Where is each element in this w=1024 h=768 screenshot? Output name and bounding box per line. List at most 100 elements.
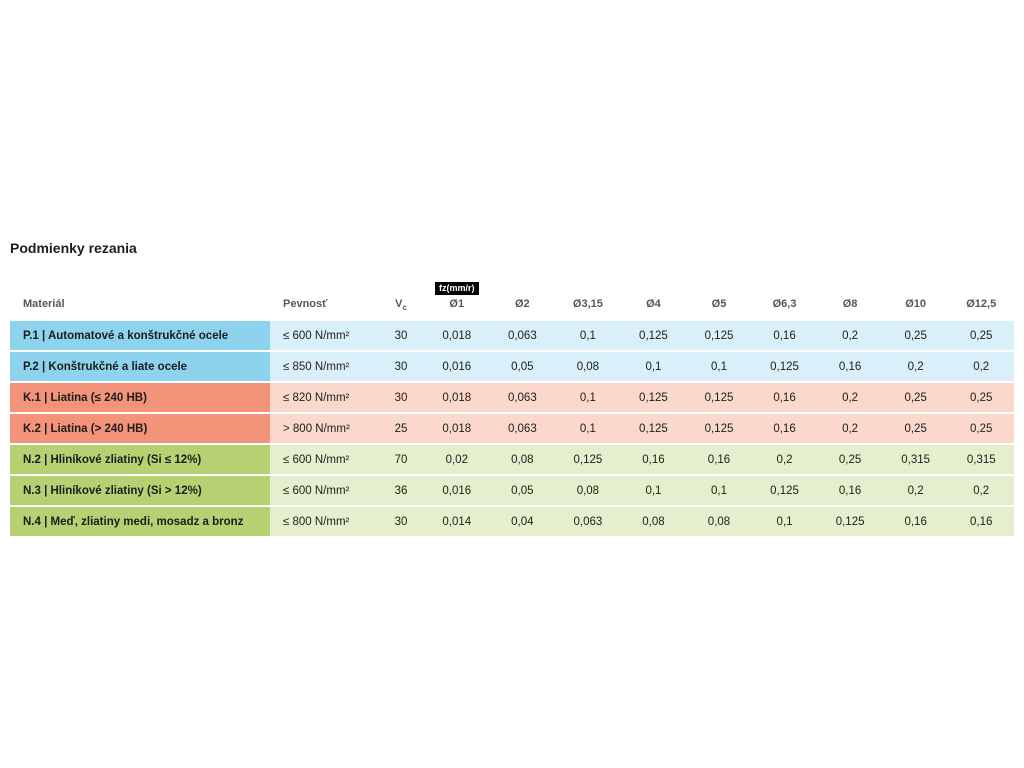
- header-diameter-0: fz(mm/r) Ø1: [424, 282, 490, 310]
- header-vc-subscript: c: [402, 303, 407, 313]
- feed-cell: 0,315: [948, 445, 1014, 475]
- header-cutting-speed: Vc: [378, 298, 424, 313]
- vc-cell: 30: [378, 507, 424, 537]
- feed-cell: 0,25: [948, 414, 1014, 444]
- feed-cell: 0,1: [686, 352, 752, 382]
- feed-cell: 0,125: [620, 414, 687, 444]
- material-cell: K.2 | Liatina (> 240 HB): [10, 414, 270, 444]
- feed-cell: 0,16: [751, 414, 818, 444]
- feed-cell: 0,2: [948, 476, 1014, 506]
- vc-cell: 30: [378, 321, 424, 351]
- feed-cell: 0,02: [424, 445, 490, 475]
- vc-cell: 36: [378, 476, 424, 506]
- table-row: P.2 | Konštrukčné a liate ocele ≤ 850 N/m…: [10, 352, 1014, 382]
- feed-cell: 0,063: [489, 414, 556, 444]
- feed-cell: 0,08: [555, 352, 621, 382]
- table-row: N.3 | Hliníkové zliatiny (Si > 12%) ≤ 600…: [10, 476, 1014, 506]
- feed-cell: 0,2: [948, 352, 1014, 382]
- table-row: K.2 | Liatina (> 240 HB) > 800 N/mm² 25 0,0…: [10, 414, 1014, 444]
- header-diameter-5: Ø6,3: [772, 298, 797, 311]
- table-header-row: Materiál Pevnosť Vc fz(mm/r) Ø1 Ø2 Ø3,15 Ø4 Ø5 Ø6…: [10, 282, 1014, 321]
- header-diameter-2: Ø3,15: [572, 298, 603, 311]
- feed-cell: 0,05: [489, 476, 556, 506]
- material-cell: N.2 | Hliníkové zliatiny (Si ≤ 12%): [10, 445, 270, 475]
- table-row: N.2 | Hliníkové zliatiny (Si ≤ 12%) ≤ 600…: [10, 445, 1014, 475]
- material-cell: P.2 | Konštrukčné a liate ocele: [10, 352, 270, 382]
- header-diameter-8: Ø12,5: [966, 298, 997, 311]
- feed-cell: 0,016: [424, 352, 490, 382]
- strength-cell: ≤ 800 N/mm²: [270, 507, 378, 537]
- feed-cell: 0,063: [489, 321, 556, 351]
- feed-cell: 0,16: [948, 507, 1014, 537]
- feed-cell: 0,1: [686, 476, 752, 506]
- feed-cell: 0,25: [817, 445, 883, 475]
- header-diameter-7: Ø10: [905, 298, 927, 311]
- header-diameter-6: Ø8: [842, 298, 858, 311]
- feed-cell: 0,014: [424, 507, 490, 537]
- material-cell: K.1 | Liatina (≤ 240 HB): [10, 383, 270, 413]
- feed-cell: 0,16: [817, 476, 883, 506]
- feed-cell: 0,1: [620, 352, 687, 382]
- vc-cell: 30: [378, 352, 424, 382]
- header-strength: Pevnosť: [283, 298, 328, 311]
- header-diameter-1: Ø2: [514, 298, 530, 311]
- vc-cell: 70: [378, 445, 424, 475]
- feed-cell: 0,25: [882, 383, 949, 413]
- cutting-conditions-table: Materiál Pevnosť Vc fz(mm/r) Ø1 Ø2 Ø3,15 Ø4 Ø5 Ø6…: [10, 282, 1014, 537]
- feed-cell: 0,125: [620, 321, 687, 351]
- feed-cell: 0,1: [555, 414, 621, 444]
- header-diameter-label: Ø1: [449, 298, 465, 311]
- feed-cell: 0,1: [555, 383, 621, 413]
- feed-cell: 0,1: [555, 321, 621, 351]
- feed-cell: 0,16: [751, 321, 818, 351]
- feed-cell: 0,1: [751, 507, 818, 537]
- feed-cell: 0,2: [817, 321, 883, 351]
- header-vc-main: V: [395, 298, 403, 311]
- header-diameter-3: Ø4: [646, 298, 661, 311]
- feed-cell: 0,25: [882, 414, 949, 444]
- feed-cell: 0,125: [555, 445, 621, 475]
- feed-cell: 0,315: [882, 445, 949, 475]
- feed-cell: 0,125: [817, 507, 883, 537]
- material-cell: N.4 | Meď, zliatiny medi, mosadz a bronz: [10, 507, 270, 537]
- vc-cell: 25: [378, 414, 424, 444]
- feed-cell: 0,25: [882, 321, 949, 351]
- feed-cell: 0,016: [424, 476, 490, 506]
- feed-cell: 0,16: [686, 445, 752, 475]
- feed-cell: 0,063: [555, 507, 621, 537]
- page-title: Podmienky rezania: [10, 240, 137, 256]
- vc-cell: 30: [378, 383, 424, 413]
- feed-cell: 0,125: [686, 414, 752, 444]
- feed-cell: 0,25: [948, 383, 1014, 413]
- feed-cell: 0,018: [424, 321, 490, 351]
- feed-cell: 0,08: [489, 445, 556, 475]
- feed-cell: 0,125: [620, 383, 687, 413]
- feed-cell: 0,125: [751, 352, 818, 382]
- feed-cell: 0,2: [817, 383, 883, 413]
- feed-cell: 0,018: [424, 414, 490, 444]
- feed-cell: 0,16: [817, 352, 883, 382]
- material-cell: P.1 | Automatové a konštrukčné ocele: [10, 321, 270, 351]
- feed-cell: 0,125: [751, 476, 818, 506]
- fz-unit-badge: fz(mm/r): [435, 282, 479, 296]
- strength-cell: ≤ 820 N/mm²: [270, 383, 378, 413]
- feed-cell: 0,08: [686, 507, 752, 537]
- strength-cell: ≤ 600 N/mm²: [270, 476, 378, 506]
- table-body: P.1 | Automatové a konštrukčné ocele ≤ 60…: [10, 321, 1014, 537]
- feed-cell: 0,063: [489, 383, 556, 413]
- table-row: K.1 | Liatina (≤ 240 HB) ≤ 820 N/mm² 30 0,0…: [10, 383, 1014, 413]
- material-cell: N.3 | Hliníkové zliatiny (Si > 12%): [10, 476, 270, 506]
- feed-cell: 0,125: [686, 321, 752, 351]
- strength-cell: > 800 N/mm²: [270, 414, 378, 444]
- table-row: P.1 | Automatové a konštrukčné ocele ≤ 60…: [10, 321, 1014, 351]
- feed-cell: 0,16: [751, 383, 818, 413]
- feed-cell: 0,04: [489, 507, 556, 537]
- feed-cell: 0,2: [882, 476, 949, 506]
- feed-cell: 0,08: [555, 476, 621, 506]
- page: Podmienky rezania Materiál Pevnosť Vc fz(mm…: [10, 240, 1014, 537]
- feed-cell: 0,08: [620, 507, 687, 537]
- feed-cell: 0,16: [882, 507, 949, 537]
- strength-cell: ≤ 600 N/mm²: [270, 445, 378, 475]
- strength-cell: ≤ 850 N/mm²: [270, 352, 378, 382]
- feed-cell: 0,16: [620, 445, 687, 475]
